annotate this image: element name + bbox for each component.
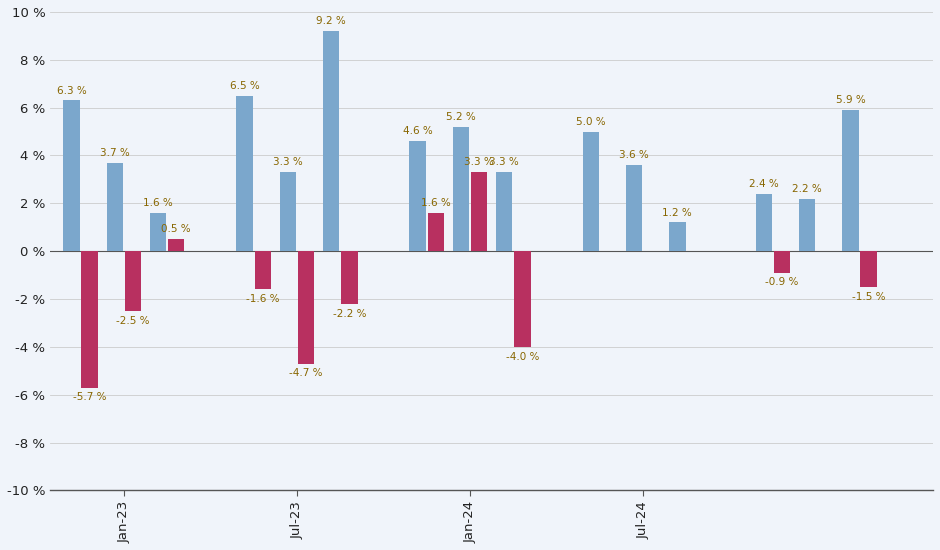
Bar bbox=[514, 251, 530, 347]
Bar bbox=[63, 101, 80, 251]
Text: 1.6 %: 1.6 % bbox=[143, 198, 173, 208]
Text: -2.2 %: -2.2 % bbox=[333, 309, 366, 318]
Text: 1.6 %: 1.6 % bbox=[421, 198, 451, 208]
Text: -2.5 %: -2.5 % bbox=[117, 316, 149, 326]
Bar bbox=[255, 251, 271, 289]
Text: -4.0 %: -4.0 % bbox=[506, 351, 540, 362]
Bar bbox=[125, 251, 141, 311]
Bar bbox=[149, 213, 166, 251]
Bar bbox=[669, 222, 685, 251]
Text: 9.2 %: 9.2 % bbox=[316, 16, 346, 26]
Text: -1.6 %: -1.6 % bbox=[246, 294, 279, 304]
Text: 3.3 %: 3.3 % bbox=[273, 157, 303, 167]
Text: 3.6 %: 3.6 % bbox=[619, 150, 649, 160]
Text: 4.6 %: 4.6 % bbox=[403, 126, 432, 136]
Text: 3.3 %: 3.3 % bbox=[464, 157, 494, 167]
Text: 0.5 %: 0.5 % bbox=[162, 224, 191, 234]
Bar bbox=[168, 239, 184, 251]
Bar bbox=[860, 251, 877, 287]
Bar bbox=[298, 251, 314, 364]
Text: 1.2 %: 1.2 % bbox=[663, 208, 692, 218]
Bar bbox=[756, 194, 772, 251]
Bar bbox=[799, 199, 815, 251]
Bar bbox=[106, 163, 123, 251]
Text: -0.9 %: -0.9 % bbox=[765, 278, 799, 288]
Text: 5.9 %: 5.9 % bbox=[836, 95, 866, 105]
Bar bbox=[626, 165, 642, 251]
Text: 2.4 %: 2.4 % bbox=[749, 179, 778, 189]
Text: 3.3 %: 3.3 % bbox=[490, 157, 519, 167]
Text: 5.0 %: 5.0 % bbox=[576, 117, 605, 126]
Bar bbox=[323, 31, 339, 251]
Bar bbox=[341, 251, 357, 304]
Bar bbox=[842, 110, 858, 251]
Text: 6.5 %: 6.5 % bbox=[229, 81, 259, 91]
Text: 5.2 %: 5.2 % bbox=[446, 112, 476, 122]
Bar bbox=[82, 251, 98, 388]
Bar bbox=[774, 251, 791, 273]
Text: -5.7 %: -5.7 % bbox=[73, 392, 106, 402]
Text: -4.7 %: -4.7 % bbox=[290, 368, 322, 378]
Bar bbox=[496, 172, 512, 251]
Bar bbox=[453, 126, 469, 251]
Bar bbox=[236, 96, 253, 251]
Text: 2.2 %: 2.2 % bbox=[792, 184, 822, 194]
Bar bbox=[279, 172, 296, 251]
Text: -1.5 %: -1.5 % bbox=[852, 292, 885, 302]
Bar bbox=[410, 141, 426, 251]
Text: 6.3 %: 6.3 % bbox=[56, 86, 86, 96]
Bar bbox=[428, 213, 444, 251]
Text: 3.7 %: 3.7 % bbox=[100, 148, 130, 158]
Bar bbox=[471, 172, 487, 251]
Bar bbox=[583, 131, 599, 251]
